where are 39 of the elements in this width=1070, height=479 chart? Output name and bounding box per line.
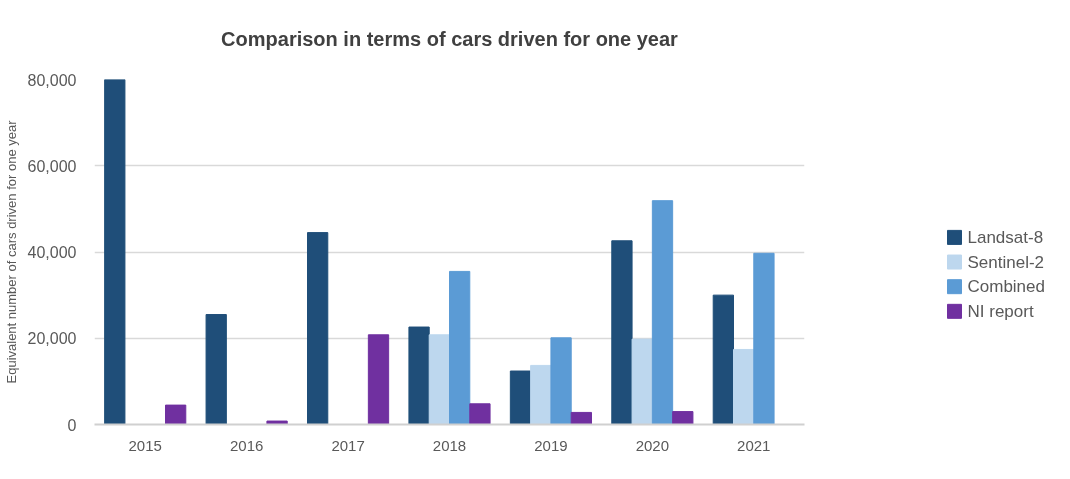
bar — [509, 370, 532, 425]
bar — [631, 338, 653, 425]
bar — [428, 334, 450, 425]
bar — [733, 348, 755, 425]
bar — [570, 411, 592, 425]
bar — [469, 403, 491, 425]
chart-title: Comparison in terms of cars driven for one year — [221, 28, 679, 50]
y-tick-label: 0 — [67, 416, 77, 434]
legend-label: Combined — [967, 277, 1045, 297]
bar — [449, 270, 471, 425]
y-axis-title: Equivalent number of cars driven for one year — [3, 119, 19, 384]
x-tick-label: 2015 — [128, 436, 162, 454]
y-tick-label: 40,000 — [27, 244, 77, 261]
x-tick-label: 2020 — [635, 436, 670, 454]
x-tick-label: 2021 — [737, 436, 771, 454]
bar — [104, 79, 126, 425]
bar — [550, 337, 572, 425]
legend-label: Sentinel-2 — [967, 252, 1045, 272]
legend-label: NI report — [967, 301, 1034, 321]
bar — [530, 364, 552, 425]
bar — [651, 200, 674, 425]
bar — [165, 404, 187, 425]
bar — [712, 294, 734, 425]
y-tick-label: 80,000 — [27, 71, 77, 89]
x-tick-label: 2018 — [432, 436, 467, 454]
bar — [205, 314, 227, 425]
legend-label: Landsat-8 — [967, 227, 1044, 247]
y-tick-label: 20,000 — [27, 330, 77, 348]
bar — [266, 420, 288, 425]
bar — [408, 326, 430, 425]
bar — [753, 252, 775, 425]
x-tick-label: 2016 — [229, 436, 264, 454]
bar — [672, 411, 694, 425]
bar — [611, 240, 633, 425]
x-tick-label: 2019 — [534, 436, 568, 454]
x-tick-label: 2017 — [331, 436, 365, 454]
bar — [307, 232, 329, 425]
y-tick-label: 60,000 — [27, 157, 77, 175]
bar — [367, 334, 390, 425]
